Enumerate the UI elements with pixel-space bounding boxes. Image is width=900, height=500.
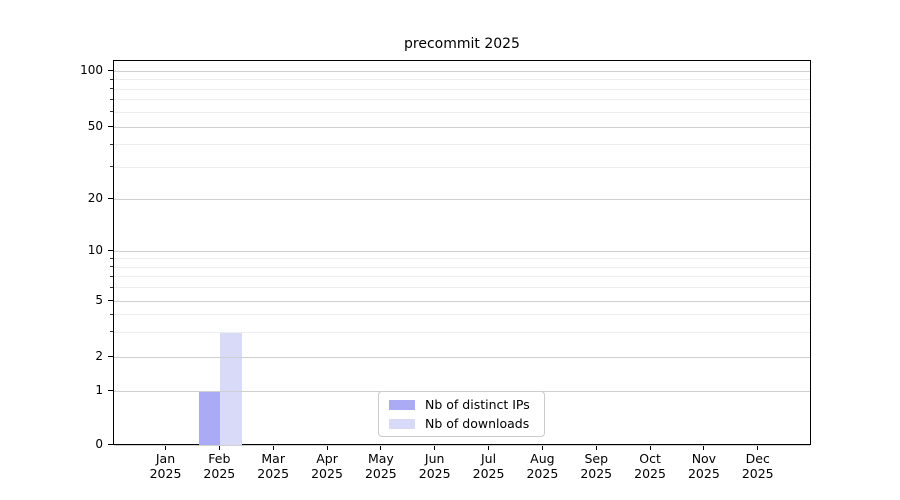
y-gridline-major (114, 126, 810, 128)
y-gridline-minor (114, 166, 810, 168)
y-tick-label: 2 (95, 349, 103, 363)
y-gridline-minor (114, 99, 810, 101)
plot-area (113, 60, 811, 446)
y-gridline-minor (114, 331, 810, 333)
y-minor-tick-mark (110, 266, 113, 268)
y-gridline-minor (114, 287, 810, 289)
legend-label-distinct-ips: Nb of distinct IPs (425, 397, 530, 412)
x-tick-label: Feb 2025 (203, 451, 236, 481)
y-tick-label: 5 (95, 293, 103, 307)
y-tick-mark (108, 356, 113, 357)
y-gridline-minor (114, 276, 810, 278)
y-gridline-minor (114, 314, 810, 316)
y-minor-tick-mark (110, 98, 113, 100)
legend-label-downloads: Nb of downloads (425, 416, 530, 431)
y-gridline-minor (114, 88, 810, 90)
y-gridline-major (114, 300, 810, 302)
x-tick-mark (703, 445, 705, 450)
x-tick-mark (165, 445, 166, 450)
x-tick-label: Nov 2025 (687, 451, 720, 481)
legend: Nb of distinct IPs Nb of downloads (378, 391, 545, 437)
x-tick-label: Jul 2025 (472, 451, 505, 481)
x-tick-mark (757, 445, 759, 450)
y-gridline-minor (114, 144, 810, 146)
x-tick-label: Apr 2025 (311, 451, 343, 481)
x-tick-label: Mar 2025 (257, 451, 290, 481)
y-minor-tick-mark (110, 111, 113, 113)
x-tick-label: Oct 2025 (634, 451, 666, 481)
x-tick-mark (488, 445, 490, 450)
y-minor-tick-mark (110, 166, 113, 168)
x-tick-label: Aug 2025 (526, 451, 559, 481)
y-minor-tick-mark (110, 257, 113, 259)
x-tick-label: May 2025 (364, 451, 397, 481)
y-tick-mark (108, 70, 113, 71)
y-tick-label: 100 (80, 63, 103, 77)
y-tick-label: 10 (87, 243, 103, 257)
x-tick-label: Sep 2025 (580, 451, 613, 481)
y-minor-tick-mark (110, 331, 113, 333)
y-minor-tick-mark (110, 88, 113, 90)
legend-swatch-downloads (389, 418, 415, 429)
y-tick-mark (108, 198, 113, 199)
x-tick-mark (218, 445, 220, 450)
y-gridline-major (114, 356, 810, 358)
x-tick-mark (434, 445, 436, 450)
y-minor-tick-mark (110, 313, 113, 315)
y-tick-mark (108, 390, 113, 391)
x-tick-mark (272, 445, 274, 450)
y-gridline-minor (114, 258, 810, 260)
y-gridline-major (114, 250, 810, 252)
y-gridline-minor (114, 79, 810, 80)
y-gridline-major (114, 70, 810, 72)
x-tick-label: Jan 2025 (149, 451, 182, 481)
y-minor-tick-mark (110, 143, 113, 145)
bar-distinct-ips (198, 391, 221, 445)
x-tick-mark (649, 445, 651, 450)
y-minor-tick-mark (110, 275, 113, 277)
y-tick-label: 0 (95, 437, 103, 451)
x-tick-mark (326, 445, 328, 450)
y-tick-label: 50 (87, 119, 103, 133)
y-tick-mark (108, 300, 113, 301)
y-minor-tick-mark (110, 286, 113, 288)
chart-title: precommit 2025 (404, 36, 520, 52)
y-tick-label: 20 (87, 191, 103, 205)
y-gridline-minor (114, 266, 810, 268)
y-gridline-minor (114, 111, 810, 113)
x-tick-label: Jun 2025 (418, 451, 451, 481)
y-gridline-major (114, 198, 810, 200)
y-tick-mark (108, 250, 113, 251)
y-tick-mark (108, 444, 113, 445)
x-tick-mark (380, 445, 382, 450)
legend-entry-distinct-ips: Nb of distinct IPs (387, 397, 536, 412)
bar-downloads (220, 332, 242, 445)
x-tick-label: Dec 2025 (741, 451, 774, 481)
legend-swatch-distinct-ips (389, 399, 415, 410)
y-tick-mark (108, 126, 113, 127)
y-gridline-major (114, 444, 810, 446)
y-tick-label: 1 (95, 383, 103, 397)
x-tick-mark (541, 445, 543, 450)
x-tick-mark (595, 445, 597, 450)
y-minor-tick-mark (110, 78, 113, 80)
legend-entry-downloads: Nb of downloads (387, 416, 536, 431)
